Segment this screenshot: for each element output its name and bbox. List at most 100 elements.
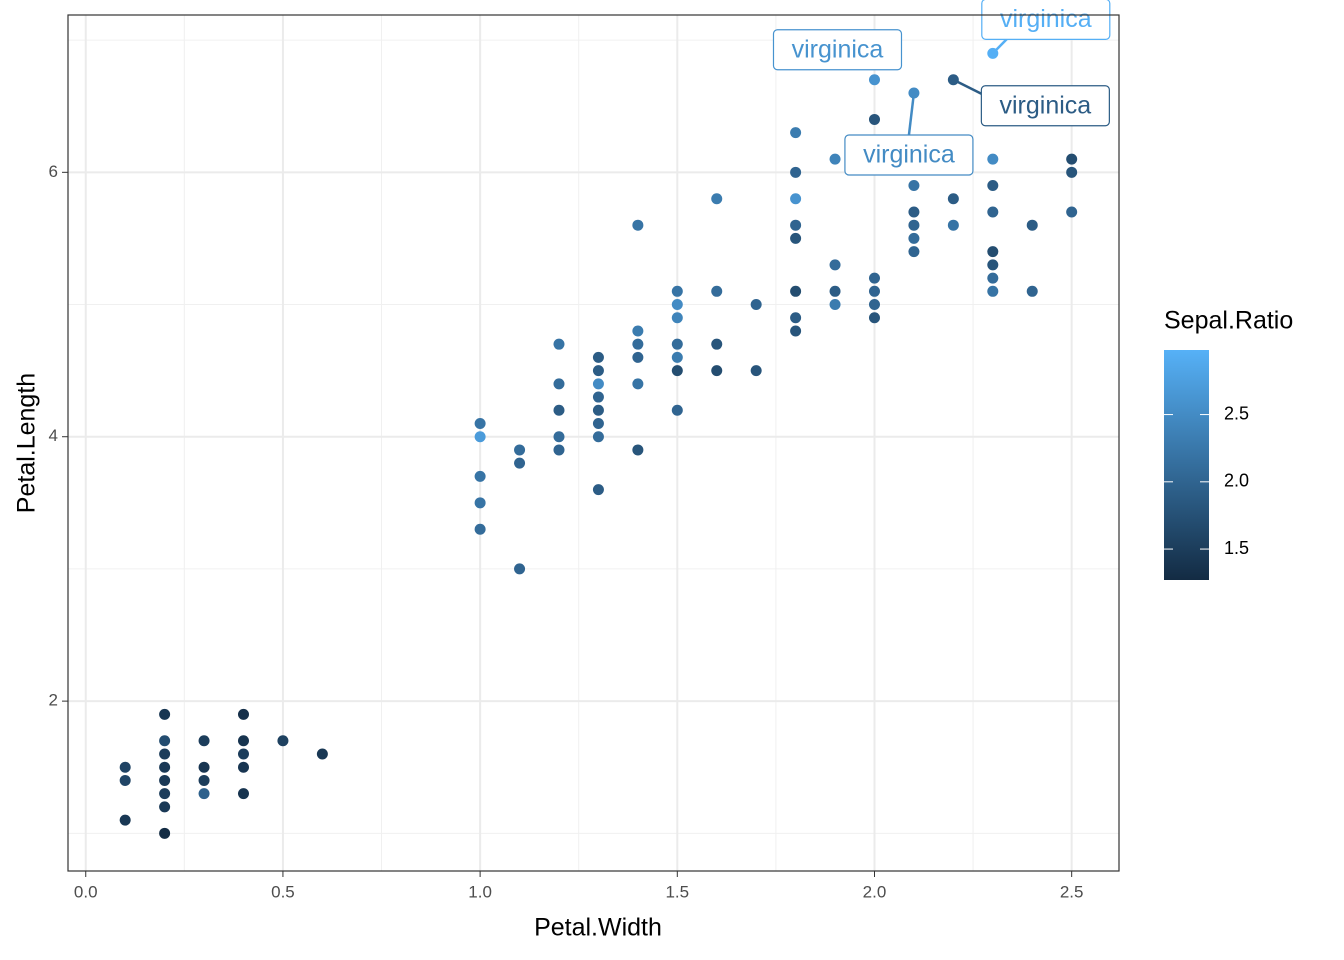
point bbox=[671, 299, 683, 311]
point bbox=[198, 735, 210, 747]
point bbox=[514, 457, 526, 469]
point bbox=[237, 761, 249, 773]
point bbox=[632, 325, 644, 337]
point bbox=[868, 113, 880, 125]
point bbox=[829, 153, 841, 165]
point bbox=[553, 378, 565, 390]
y-tick-label: 6 bbox=[49, 162, 58, 181]
label-box bbox=[981, 0, 1111, 40]
colorbar-tick-label: 1.5 bbox=[1224, 538, 1249, 558]
point bbox=[474, 497, 486, 509]
point bbox=[987, 259, 999, 271]
point bbox=[671, 351, 683, 363]
point bbox=[592, 365, 604, 377]
point bbox=[159, 708, 171, 720]
point bbox=[632, 378, 644, 390]
point bbox=[592, 391, 604, 403]
point bbox=[671, 365, 683, 377]
point bbox=[237, 748, 249, 760]
point bbox=[868, 312, 880, 324]
point bbox=[671, 285, 683, 297]
colorbar bbox=[1164, 350, 1209, 580]
point bbox=[159, 827, 171, 839]
point bbox=[750, 365, 762, 377]
point bbox=[790, 312, 802, 324]
point bbox=[908, 246, 920, 258]
point bbox=[1066, 166, 1078, 178]
label-segment bbox=[952, 78, 982, 95]
point bbox=[1066, 206, 1078, 218]
point bbox=[829, 285, 841, 297]
point bbox=[474, 431, 486, 443]
point bbox=[908, 219, 920, 231]
label-text: virginica bbox=[1000, 91, 1092, 119]
point bbox=[553, 431, 565, 443]
point bbox=[987, 180, 999, 192]
point bbox=[159, 774, 171, 786]
point bbox=[1026, 285, 1038, 297]
point bbox=[987, 272, 999, 284]
point bbox=[119, 814, 131, 826]
point bbox=[868, 285, 880, 297]
point bbox=[592, 484, 604, 496]
point bbox=[1026, 219, 1038, 231]
point bbox=[1066, 153, 1078, 165]
point bbox=[553, 444, 565, 456]
point bbox=[198, 774, 210, 786]
x-tick-label: 0.5 bbox=[271, 882, 295, 901]
point bbox=[987, 285, 999, 297]
point bbox=[592, 378, 604, 390]
point bbox=[711, 365, 723, 377]
label-text: virginica bbox=[792, 35, 884, 63]
point bbox=[908, 180, 920, 192]
x-tick-label: 1.0 bbox=[468, 882, 492, 901]
point bbox=[474, 470, 486, 482]
point bbox=[790, 219, 802, 231]
point bbox=[316, 748, 328, 760]
point bbox=[592, 418, 604, 430]
y-tick-label: 4 bbox=[49, 426, 58, 445]
point bbox=[750, 299, 762, 311]
point bbox=[632, 338, 644, 350]
label-box bbox=[844, 134, 974, 176]
label-box bbox=[772, 29, 903, 71]
point bbox=[868, 272, 880, 284]
legend-title: Sepal.Ratio bbox=[1164, 307, 1293, 335]
point bbox=[790, 193, 802, 205]
point bbox=[159, 801, 171, 813]
point bbox=[237, 735, 249, 747]
point bbox=[592, 404, 604, 416]
point bbox=[632, 444, 644, 456]
point bbox=[790, 127, 802, 139]
point bbox=[553, 404, 565, 416]
panel-border bbox=[67, 14, 1120, 872]
y-tick-label: 2 bbox=[49, 691, 58, 710]
point bbox=[159, 761, 171, 773]
point bbox=[514, 444, 526, 456]
label-box bbox=[980, 85, 1110, 127]
point bbox=[553, 338, 565, 350]
x-tick-label: 1.5 bbox=[665, 882, 689, 901]
point bbox=[908, 206, 920, 218]
point bbox=[987, 246, 999, 258]
point bbox=[592, 351, 604, 363]
point bbox=[987, 153, 999, 165]
point bbox=[790, 325, 802, 337]
point bbox=[868, 299, 880, 311]
point bbox=[711, 338, 723, 350]
x-tick-label: 2.5 bbox=[1060, 882, 1084, 901]
point bbox=[277, 735, 289, 747]
x-tick-label: 0.0 bbox=[74, 882, 98, 901]
point bbox=[119, 774, 131, 786]
colorbar-tick-label: 2.0 bbox=[1224, 471, 1249, 491]
point bbox=[790, 285, 802, 297]
point bbox=[514, 563, 526, 575]
point bbox=[237, 708, 249, 720]
point bbox=[198, 761, 210, 773]
point bbox=[198, 788, 210, 800]
point bbox=[671, 404, 683, 416]
point bbox=[237, 788, 249, 800]
point bbox=[829, 259, 841, 271]
